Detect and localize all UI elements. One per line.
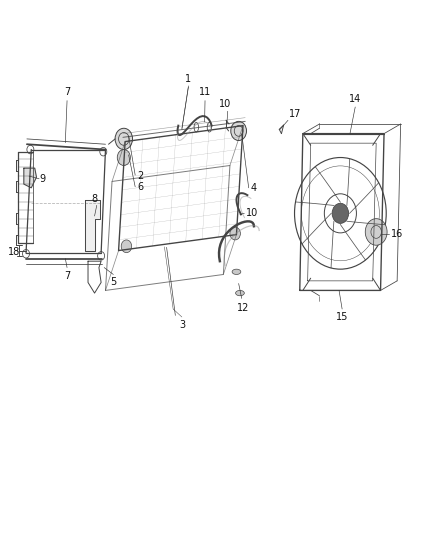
Text: 7: 7 bbox=[64, 87, 70, 98]
Circle shape bbox=[332, 203, 349, 223]
Text: 16: 16 bbox=[391, 229, 403, 239]
Text: 5: 5 bbox=[110, 277, 117, 287]
Text: 3: 3 bbox=[179, 320, 185, 330]
Ellipse shape bbox=[232, 269, 241, 274]
Text: 12: 12 bbox=[237, 303, 249, 313]
Text: 17: 17 bbox=[289, 109, 301, 119]
Polygon shape bbox=[24, 168, 36, 188]
Text: 10: 10 bbox=[246, 208, 258, 219]
Text: 11: 11 bbox=[199, 87, 211, 98]
Circle shape bbox=[231, 122, 247, 141]
Text: 10: 10 bbox=[219, 99, 232, 109]
Text: 4: 4 bbox=[251, 183, 257, 193]
Circle shape bbox=[121, 240, 132, 253]
Text: 14: 14 bbox=[349, 94, 361, 104]
Circle shape bbox=[115, 128, 133, 150]
Polygon shape bbox=[85, 200, 100, 251]
Circle shape bbox=[230, 227, 240, 240]
Text: 1: 1 bbox=[185, 74, 191, 84]
Text: 2: 2 bbox=[137, 171, 143, 181]
Text: 7: 7 bbox=[64, 271, 70, 281]
Text: 18: 18 bbox=[8, 247, 20, 256]
Text: 9: 9 bbox=[39, 174, 45, 184]
Ellipse shape bbox=[236, 290, 244, 296]
Circle shape bbox=[117, 150, 131, 165]
Text: 6: 6 bbox=[137, 182, 143, 192]
Text: 15: 15 bbox=[336, 312, 348, 322]
Text: 8: 8 bbox=[92, 194, 98, 204]
Circle shape bbox=[365, 219, 387, 245]
